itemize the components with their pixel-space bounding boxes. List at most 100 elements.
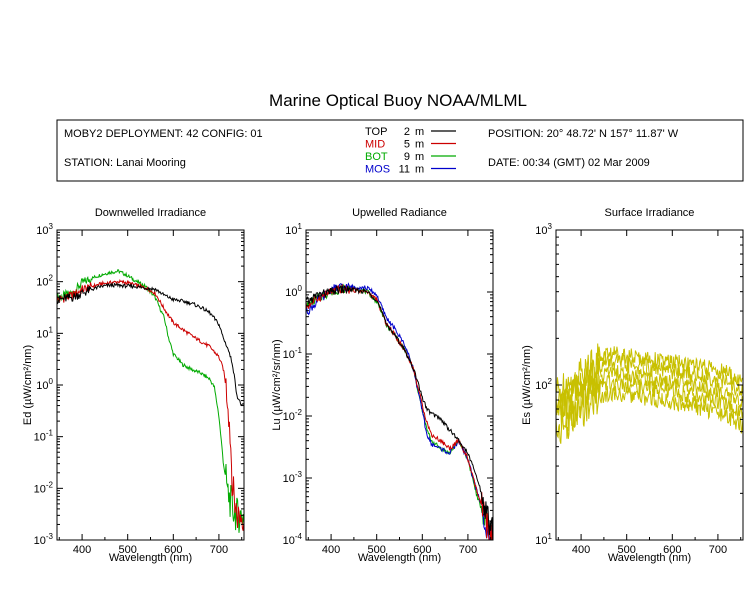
legend-name: MOS [365,164,390,176]
y-tick-label: 101 [535,532,552,547]
y-tick-label: 103 [535,222,552,237]
y-tick-base: 10 [285,287,297,299]
y-tick-label: 10-1 [34,429,54,444]
x-tick-label: 600 [413,544,431,556]
y-tick-base: 10 [34,432,46,444]
deployment-text: MOBY2 DEPLOYMENT: 42 CONFIG: 01 [64,128,263,140]
y-axis-label: Es (µW/cm²/nm) [521,345,533,425]
y-tick-exp: 1 [548,532,553,541]
legend-label-bot: BOT 9 m [365,151,424,163]
x-tick-label: 500 [368,544,386,556]
y-tick-base: 10 [283,411,295,423]
y-tick-exp: -2 [46,480,54,489]
x-tick-label: 400 [322,544,340,556]
y-tick-label: 10-1 [283,346,303,361]
y-tick-label: 101 [36,325,53,340]
x-tick-label: 700 [709,544,727,556]
panel-title: Downwelled Irradiance [95,207,206,219]
series-line-es-5 [556,381,743,444]
y-tick-exp: 1 [49,325,54,334]
plot-frame [56,229,245,541]
y-tick-exp: -2 [295,408,303,417]
legend-name: MID [365,139,385,151]
panel-2: Surface Irradiance 400 500 600 700 Wavelength… [521,207,744,564]
y-tick-label: 10-2 [283,408,303,423]
legend-label-mid: MID 5 m [365,139,424,151]
y-tick-exp: -1 [46,429,54,438]
x-tick-label: 400 [572,544,590,556]
plot-frame [305,229,494,541]
y-tick-base: 10 [36,225,48,237]
x-tick-label: 500 [119,544,137,556]
series-line-mos [306,282,493,540]
y-tick-label: 103 [36,222,53,237]
legend-label-mos: MOS 11 m [365,164,424,176]
date-text: DATE: 00:34 (GMT) 02 Mar 2009 [488,157,650,169]
legend-depth: 9 [404,151,410,163]
figure-title: Marine Optical Buoy NOAA/MLML [269,91,527,110]
y-tick-base: 10 [283,349,295,361]
legend-unit: m [415,151,424,163]
series-line-top [306,284,493,540]
y-tick-label: 10-4 [283,532,303,547]
x-axis-label: Wavelength (nm) [358,552,441,564]
station-text: STATION: Lanai Mooring [64,157,186,169]
x-tick-label: 700 [210,544,228,556]
series-line-mid [306,283,493,540]
x-axis-label: Wavelength (nm) [608,552,691,564]
y-tick-exp: 3 [49,222,54,231]
y-tick-label: 100 [36,377,53,392]
y-tick-exp: 2 [548,377,553,386]
legend-unit: m [415,139,424,151]
legend-depth: 2 [404,126,410,138]
y-tick-base: 10 [535,535,547,547]
panel-title: Upwelled Radiance [352,207,447,219]
legend-depth: 5 [404,139,410,151]
y-tick-label: 100 [285,284,302,299]
series-group [556,343,743,444]
position-text: POSITION: 20° 48.72' N 157° 11.87' W [488,128,679,140]
y-tick-base: 10 [535,380,547,392]
y-tick-exp: 2 [49,274,54,283]
series-line-bot [306,283,492,540]
y-tick-base: 10 [36,277,48,289]
legend-name: TOP [365,126,387,138]
y-tick-exp: -1 [295,346,303,355]
y-tick-exp: 0 [49,377,54,386]
series-line-mid [57,279,244,531]
x-tick-label: 400 [73,544,91,556]
x-tick-label: 600 [164,544,182,556]
y-tick-base: 10 [34,535,46,547]
y-tick-label: 10-3 [283,470,303,485]
x-tick-label: 600 [663,544,681,556]
series-line-top [57,282,244,406]
info-box [56,119,744,182]
panel-1: Upwelled Radiance 400 500 600 700 Wavelength … [271,207,494,564]
panel-0: Downwelled Irradiance 400 500 600 700 Wavelen… [22,207,245,564]
y-tick-base: 10 [285,225,297,237]
y-tick-exp: 3 [548,222,553,231]
y-tick-base: 10 [36,380,48,392]
series-line-es-2 [556,352,743,418]
y-tick-label: 102 [36,274,53,289]
y-tick-base: 10 [36,328,48,340]
y-tick-exp: 1 [298,222,303,231]
legend-label-top: TOP 2 m [365,126,424,138]
legend-depth: 11 [399,164,410,176]
y-tick-base: 10 [535,225,547,237]
series-group [57,269,244,533]
y-axis-label: Lu (µW/cm²/sr/nm) [271,339,283,430]
y-tick-label: 10-2 [34,480,54,495]
y-tick-base: 10 [283,535,295,547]
legend-unit: m [415,164,424,176]
x-axis-label: Wavelength (nm) [109,552,192,564]
y-axis-label: Ed (µW/cm²/nm) [22,345,34,425]
y-tick-base: 10 [283,473,295,485]
x-tick-label: 700 [459,544,477,556]
y-tick-exp: -4 [295,532,303,541]
y-tick-label: 102 [535,377,552,392]
y-tick-base: 10 [34,483,46,495]
y-tick-label: 10-3 [34,532,54,547]
